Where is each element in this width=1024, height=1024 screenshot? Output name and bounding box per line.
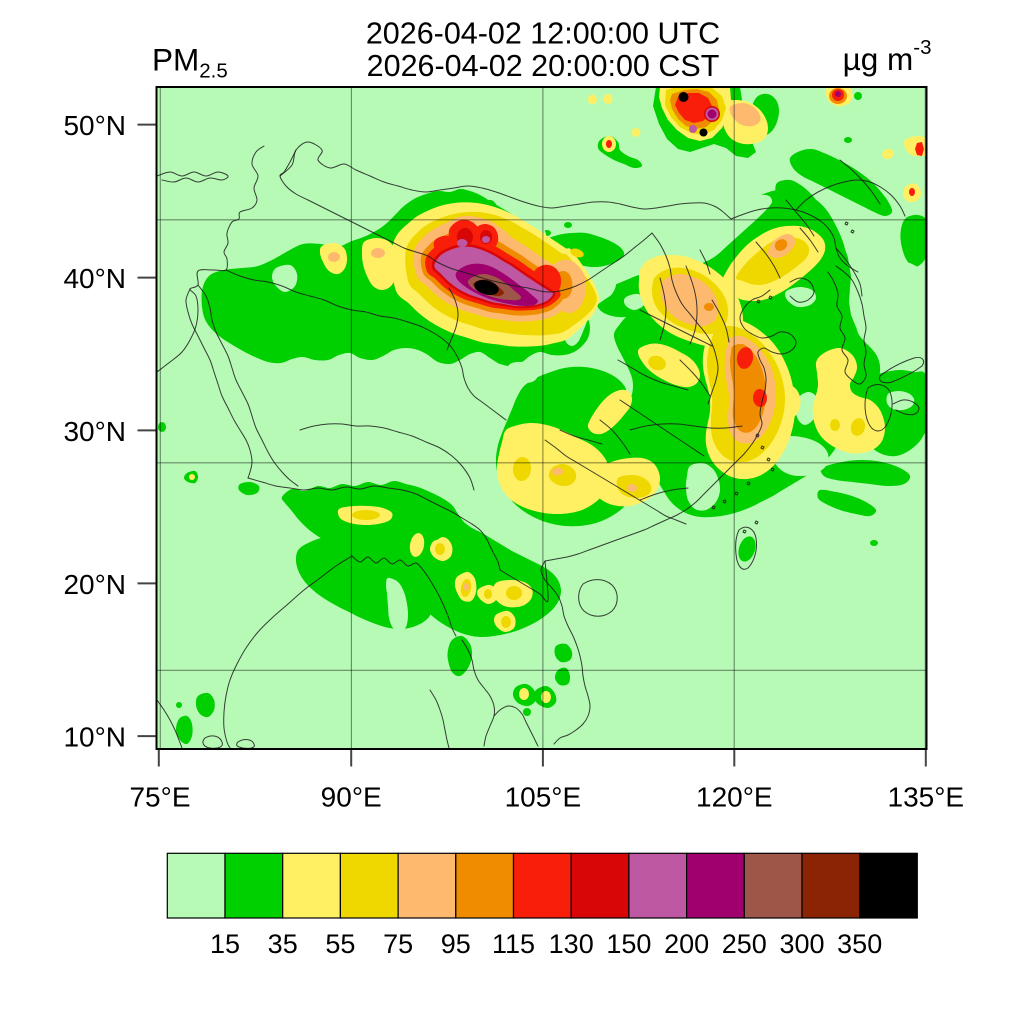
svg-text:50°N: 50°N: [63, 110, 126, 141]
svg-text:150: 150: [606, 929, 651, 959]
svg-text:2026-04-02 20:00:00 CST: 2026-04-02 20:00:00 CST: [367, 49, 720, 83]
svg-text:10°N: 10°N: [63, 722, 126, 753]
svg-text:115: 115: [492, 929, 535, 959]
svg-text:20°N: 20°N: [63, 569, 126, 600]
svg-text:250: 250: [722, 929, 767, 959]
svg-text:15: 15: [210, 929, 240, 959]
svg-text:PM2.5: PM2.5: [152, 42, 228, 83]
svg-text:40°N: 40°N: [63, 263, 126, 294]
svg-text:95: 95: [441, 929, 471, 959]
svg-text:300: 300: [779, 929, 824, 959]
svg-text:75°E: 75°E: [129, 782, 190, 813]
svg-text:135°E: 135°E: [888, 782, 965, 813]
svg-text:350: 350: [837, 929, 882, 959]
svg-text:35: 35: [268, 929, 298, 959]
svg-text:120°E: 120°E: [696, 782, 773, 813]
svg-text:105°E: 105°E: [505, 782, 582, 813]
svg-text:2026-04-02 12:00:00 UTC: 2026-04-02 12:00:00 UTC: [366, 17, 720, 51]
svg-text:µg m-3: µg m-3: [843, 36, 932, 77]
svg-text:90°E: 90°E: [321, 782, 382, 813]
svg-text:30°N: 30°N: [63, 416, 126, 447]
svg-text:200: 200: [664, 929, 709, 959]
svg-text:130: 130: [549, 929, 594, 959]
svg-text:55: 55: [325, 929, 355, 959]
svg-text:75: 75: [383, 929, 413, 959]
